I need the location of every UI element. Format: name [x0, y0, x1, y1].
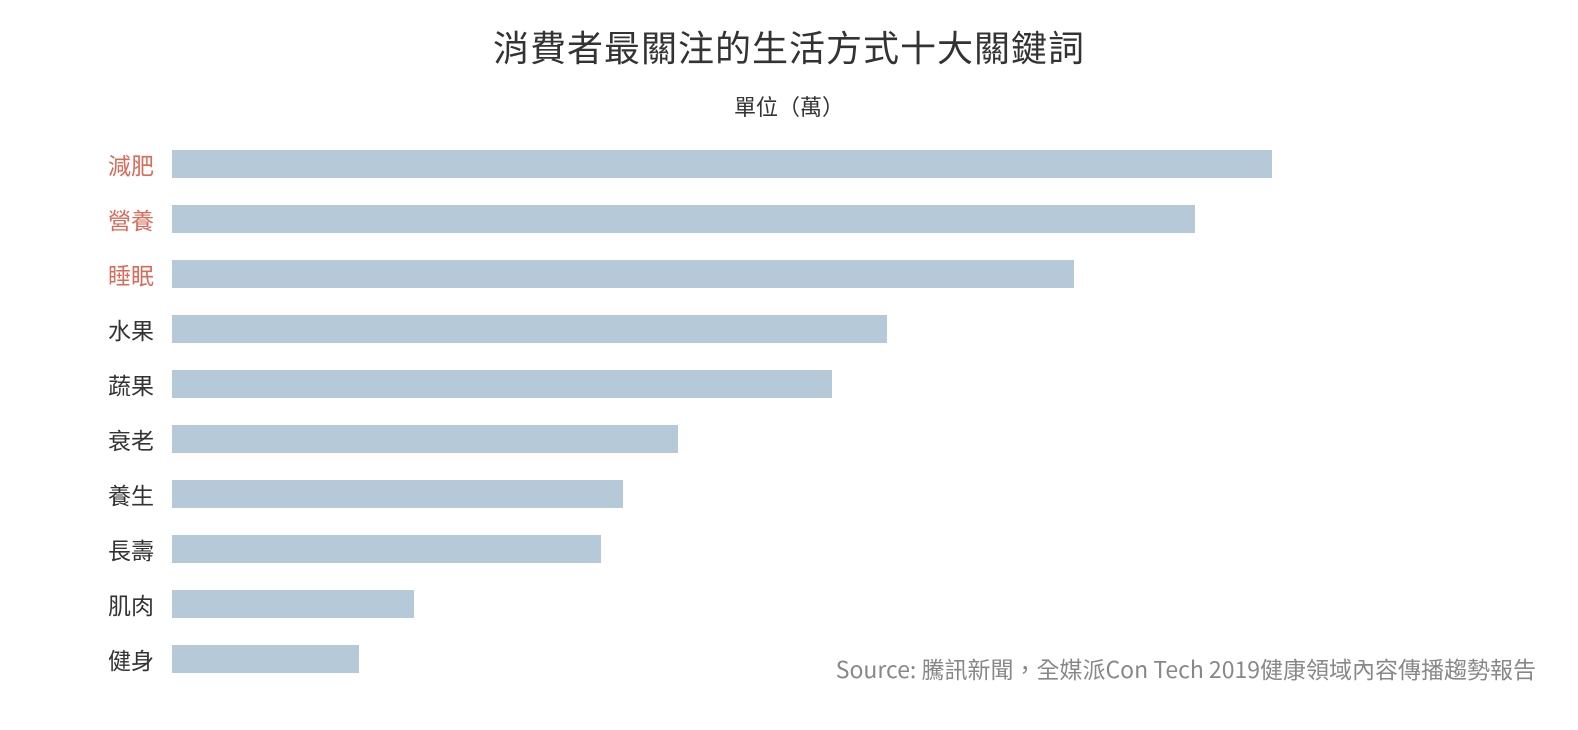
bar-label: 蔬果: [100, 367, 172, 401]
bar-label: 肌肉: [100, 587, 172, 621]
bar-track: [172, 315, 887, 343]
bar-row: 營養: [100, 191, 1578, 246]
bar-row: 衰老: [100, 411, 1578, 466]
bar-fill: [172, 645, 359, 673]
bar-fill: [172, 150, 1272, 178]
bar-track: [172, 205, 1195, 233]
bar-label: 衰老: [100, 422, 172, 456]
bars-area: 減肥營養睡眠水果蔬果衰老養生長壽肌肉健身: [100, 136, 1578, 686]
bar-track: [172, 150, 1272, 178]
bar-row: 長壽: [100, 521, 1578, 576]
bar-fill: [172, 590, 414, 618]
bar-fill: [172, 425, 678, 453]
bar-track: [172, 480, 623, 508]
bar-row: 養生: [100, 466, 1578, 521]
bar-label: 營養: [100, 202, 172, 236]
bar-track: [172, 645, 359, 673]
bar-fill: [172, 535, 601, 563]
bar-label: 長壽: [100, 532, 172, 566]
bar-label: 健身: [100, 642, 172, 676]
bar-track: [172, 590, 414, 618]
bar-fill: [172, 480, 623, 508]
bar-row: 睡眠: [100, 246, 1578, 301]
chart-title: 消費者最關注的生活方式十大關鍵詞: [0, 20, 1578, 72]
bar-fill: [172, 205, 1195, 233]
chart-subtitle: 單位（萬）: [0, 90, 1578, 122]
bar-row: 肌肉: [100, 576, 1578, 631]
bar-label: 睡眠: [100, 257, 172, 291]
bar-fill: [172, 260, 1074, 288]
bar-track: [172, 535, 601, 563]
bar-track: [172, 425, 678, 453]
chart-container: 消費者最關注的生活方式十大關鍵詞 單位（萬） 減肥營養睡眠水果蔬果衰老養生長壽肌…: [0, 0, 1578, 730]
source-text: Source: 騰訊新聞，全媒派Con Tech 2019健康領域內容傳播趨勢報…: [836, 651, 1536, 685]
bar-row: 水果: [100, 301, 1578, 356]
bar-row: 蔬果: [100, 356, 1578, 411]
bar-track: [172, 260, 1074, 288]
bar-label: 減肥: [100, 147, 172, 181]
bar-fill: [172, 315, 887, 343]
bar-fill: [172, 370, 832, 398]
bar-track: [172, 370, 832, 398]
bar-row: 減肥: [100, 136, 1578, 191]
bar-label: 水果: [100, 312, 172, 346]
bar-label: 養生: [100, 477, 172, 511]
